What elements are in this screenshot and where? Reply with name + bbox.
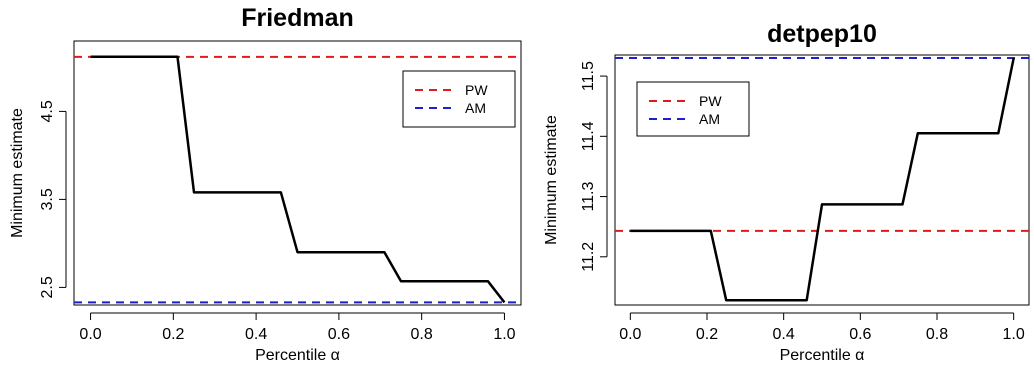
y-tick-label: 3.5 bbox=[39, 188, 56, 210]
chart-title: detpep10 bbox=[767, 20, 877, 48]
x-tick-label: 1.0 bbox=[1003, 326, 1025, 343]
x-tick-label: 0.2 bbox=[696, 326, 718, 343]
y-axis-label: Minimum estimate bbox=[9, 108, 26, 238]
legend-label-am: AM bbox=[699, 111, 720, 127]
y-tick-label: 11.3 bbox=[580, 181, 597, 211]
x-tick-label: 0.6 bbox=[328, 326, 350, 343]
chart-panel-2: detpep10 0.0 0.2 0.4 0.6 0.8 1.0 Percentile α 11… bbox=[543, 20, 1030, 364]
plot-frame bbox=[73, 40, 522, 306]
y-tick-label: 4.5 bbox=[39, 100, 56, 122]
plot-frame bbox=[614, 54, 1030, 306]
x-tick-label: 1.0 bbox=[493, 326, 515, 343]
x-tick-label: 0.4 bbox=[245, 326, 267, 343]
x-axis: 0.0 0.2 0.4 0.6 0.8 1.0 bbox=[619, 312, 1025, 343]
x-tick-label: 0.8 bbox=[926, 326, 948, 343]
data-series-line bbox=[90, 55, 506, 304]
y-tick-label: 2.5 bbox=[39, 276, 56, 298]
x-tick-label: 0.4 bbox=[773, 326, 795, 343]
x-axis-label: Percentile α bbox=[780, 347, 865, 364]
x-axis: 0.0 0.2 0.4 0.6 0.8 1.0 bbox=[79, 312, 516, 343]
x-tick-label: 0.2 bbox=[162, 326, 184, 343]
x-tick-label: 0.0 bbox=[79, 326, 101, 343]
legend: PW AM bbox=[402, 70, 516, 128]
y-axis: 2.5 3.5 4.5 bbox=[39, 100, 67, 299]
data-series-line bbox=[630, 57, 1015, 302]
legend-label-pw: PW bbox=[465, 82, 488, 98]
legend-label-pw: PW bbox=[699, 93, 722, 109]
y-axis: 11.2 11.3 11.4 11.5 bbox=[580, 61, 608, 272]
x-tick-label: 0.6 bbox=[849, 326, 871, 343]
x-tick-label: 0.8 bbox=[411, 326, 433, 343]
legend: PW AM bbox=[636, 81, 750, 137]
y-tick-label: 11.4 bbox=[580, 121, 597, 151]
legend-box bbox=[636, 81, 750, 137]
legend-label-am: AM bbox=[465, 100, 486, 116]
legend-box bbox=[402, 70, 516, 128]
x-axis-label: Percentile α bbox=[255, 347, 340, 364]
x-tick-label: 0.0 bbox=[619, 326, 641, 343]
chart-title: Friedman bbox=[241, 4, 354, 32]
y-tick-label: 11.2 bbox=[580, 242, 597, 272]
y-axis-label: Minimum estimate bbox=[543, 115, 560, 245]
chart-panel-1: Friedman 0.0 0.2 0.4 0.6 0.8 1.0 Percentile α 2.… bbox=[9, 4, 522, 364]
y-tick-label: 11.5 bbox=[580, 61, 597, 91]
